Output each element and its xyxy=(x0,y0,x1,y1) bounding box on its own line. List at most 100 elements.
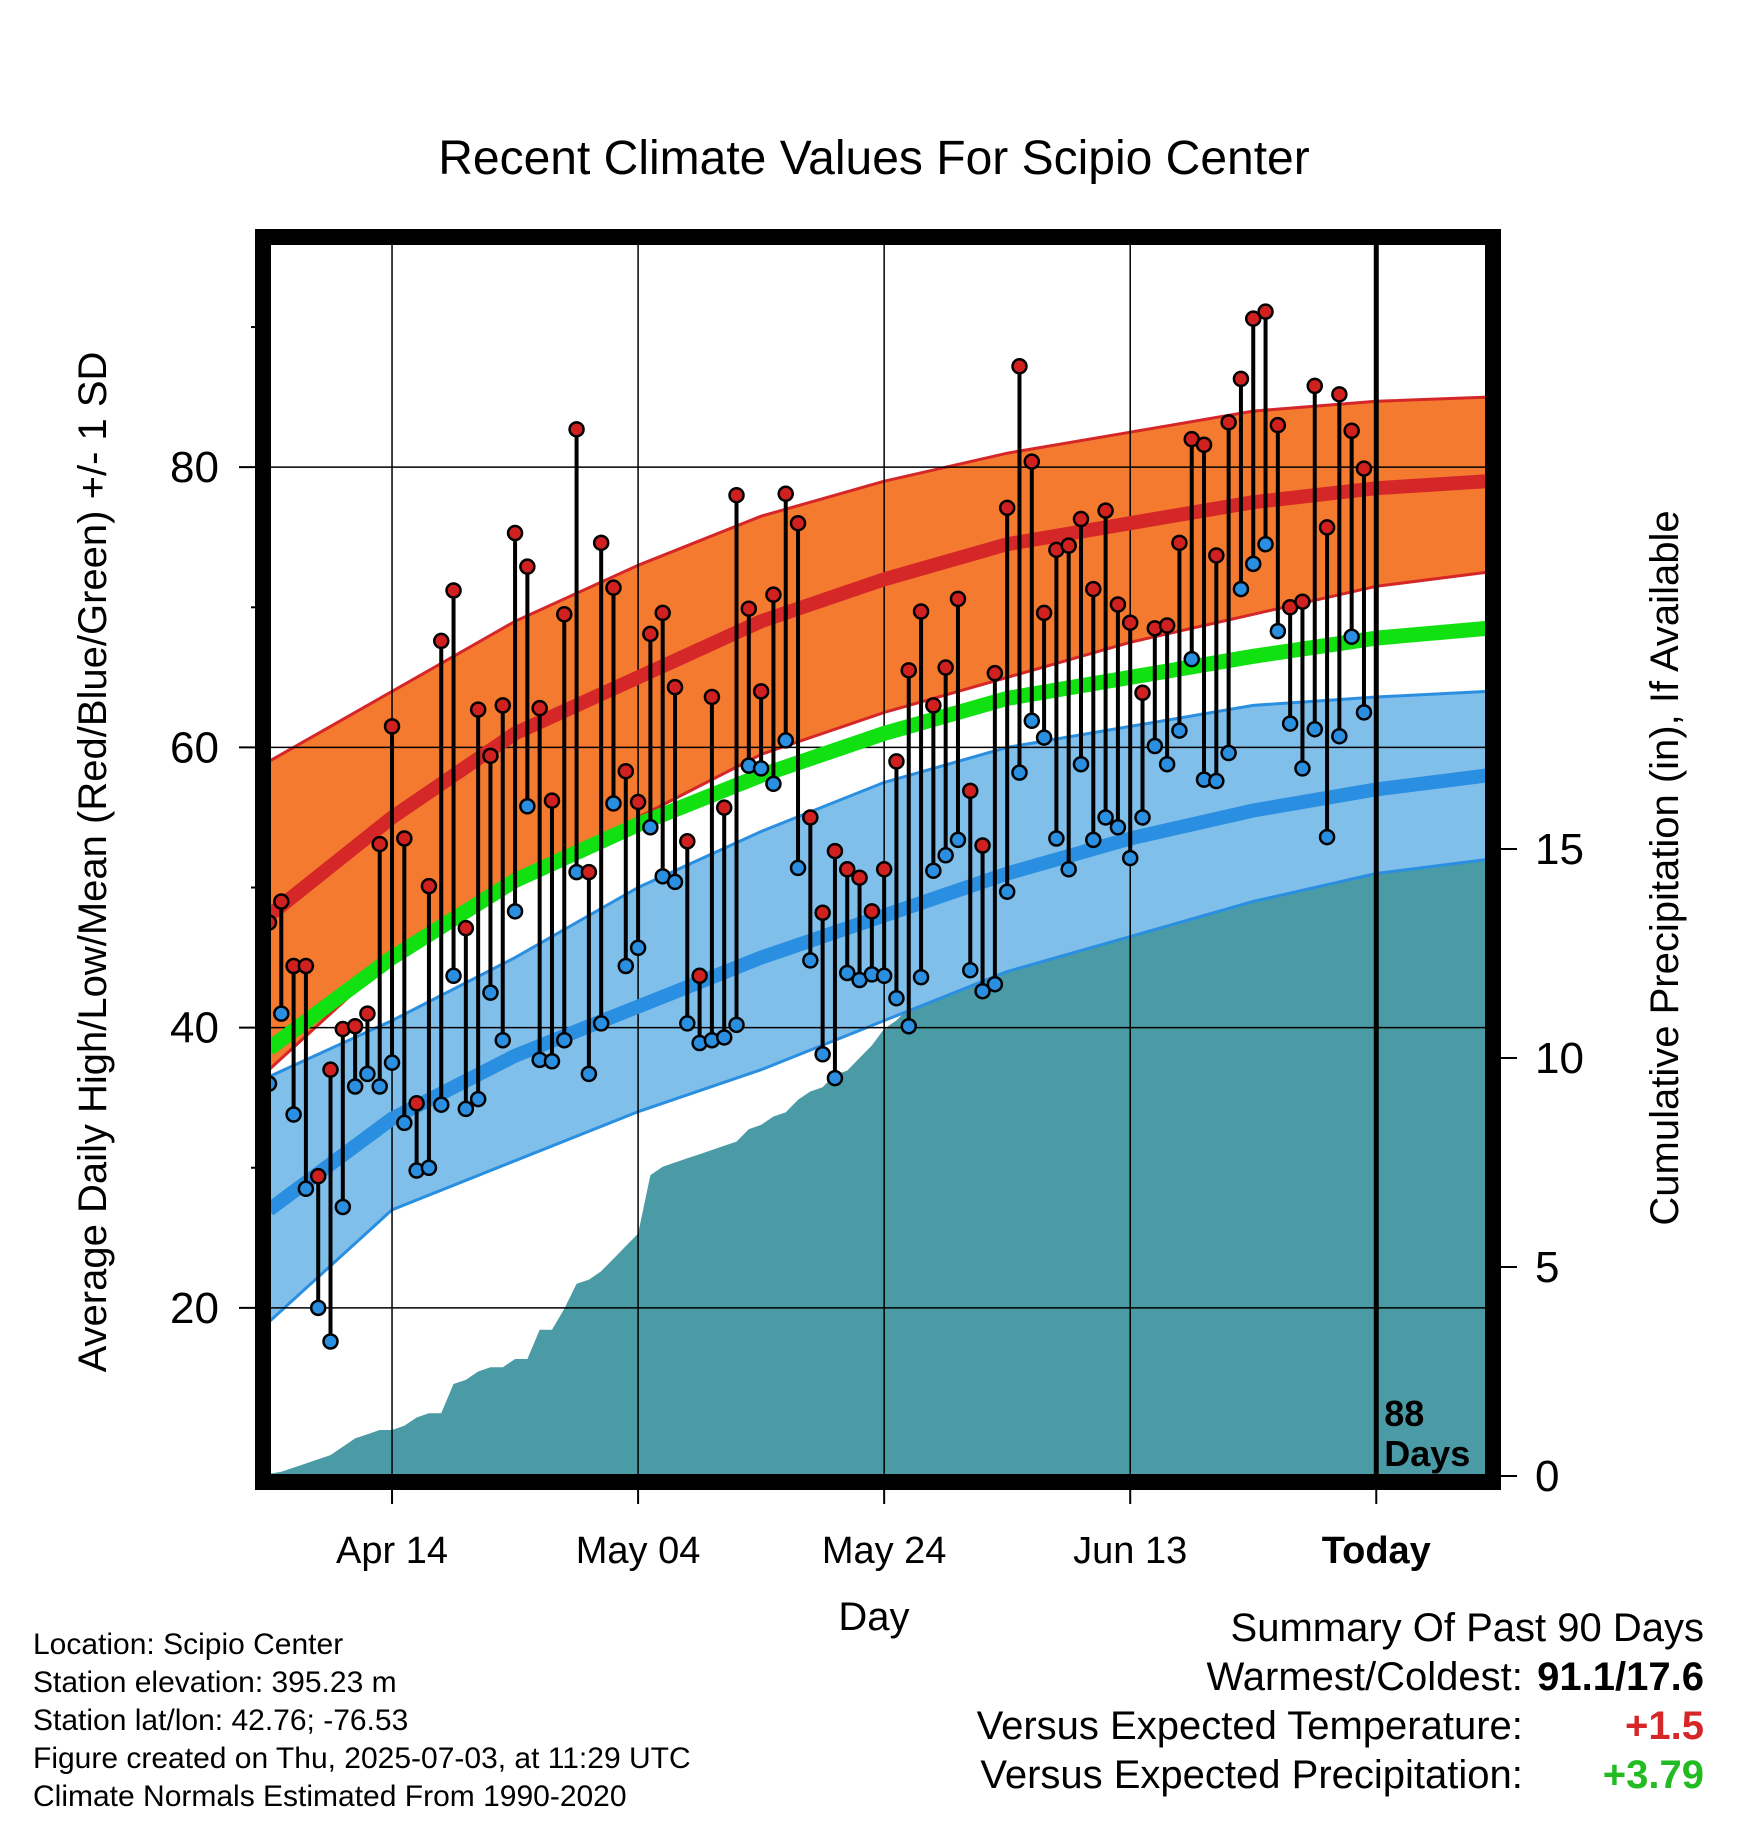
daily-high-point xyxy=(949,590,967,608)
daily-high-point xyxy=(691,967,708,985)
daily-high-point xyxy=(408,1095,425,1112)
daily-high-point xyxy=(826,842,844,860)
daily-high-point xyxy=(863,903,881,920)
daily-high-point xyxy=(1244,310,1262,327)
daily-low-point xyxy=(1355,704,1373,721)
daily-high-point xyxy=(900,662,918,679)
daily-low-point xyxy=(629,939,647,957)
x-tick-label: Apr 14 xyxy=(336,1530,448,1572)
daily-high-point xyxy=(1171,534,1188,552)
daily-high-point xyxy=(1343,422,1360,440)
daily-low-point xyxy=(1208,772,1225,790)
daily-high-point xyxy=(1023,453,1041,470)
daily-low-point xyxy=(888,989,905,1007)
daily-low-point xyxy=(1183,650,1200,668)
station-info: Location: Scipio Center Station elevatio… xyxy=(33,1626,691,1816)
daily-low-point xyxy=(1257,535,1274,553)
x-tick-label: May 24 xyxy=(822,1530,947,1572)
daily-low-point xyxy=(494,1031,512,1049)
daily-low-point xyxy=(1232,580,1250,598)
daily-low-point xyxy=(556,1031,573,1049)
daily-low-point xyxy=(912,968,930,986)
x-tick-label: May 04 xyxy=(576,1530,701,1572)
daily-high-point xyxy=(445,582,462,599)
daily-low-point xyxy=(1281,715,1299,732)
daily-low-point xyxy=(937,847,954,864)
daily-high-point xyxy=(802,809,819,826)
warmest-row: Warmest/Coldest: 91.1/17.6 xyxy=(977,1653,1705,1702)
daily-high-point xyxy=(1294,593,1311,610)
daily-low-point xyxy=(1343,628,1360,645)
daily-high-point xyxy=(752,683,770,700)
daily-high-point xyxy=(568,421,585,438)
daily-low-point xyxy=(605,795,622,812)
daily-low-point xyxy=(1294,760,1311,777)
daily-low-point xyxy=(777,732,794,749)
daily-low-point xyxy=(642,819,659,836)
daily-low-point xyxy=(900,1017,918,1035)
daily-low-point xyxy=(998,883,1016,900)
daily-low-point xyxy=(1023,712,1041,730)
daily-low-point xyxy=(371,1078,388,1095)
mean-normal-line xyxy=(269,620,1487,1055)
y-tick-label: 20 xyxy=(170,1284,219,1333)
daily-high-point xyxy=(1306,377,1324,395)
daily-low-point xyxy=(592,1015,610,1032)
daily-low-point xyxy=(715,1029,733,1046)
daily-high-point xyxy=(937,659,954,676)
daily-low-point xyxy=(1220,744,1237,762)
daily-high-point xyxy=(888,753,905,770)
y2-tick-label: 10 xyxy=(1535,1034,1584,1083)
daily-high-point xyxy=(297,957,315,975)
daily-high-point xyxy=(494,697,512,714)
plot-frame xyxy=(255,229,1501,1490)
daily-low-point xyxy=(469,1090,487,1108)
summary-panel: Summary Of Past 90 Days Warmest/Coldest:… xyxy=(977,1604,1704,1800)
daily-low-point xyxy=(1011,764,1028,781)
precip-value: +3.79 xyxy=(1602,1753,1704,1797)
warmest-label: Warmest/Coldest: xyxy=(1206,1655,1523,1699)
daily-high-point xyxy=(617,762,635,780)
daily-high-point xyxy=(543,792,561,809)
precip-label: Versus Expected Precipitation: xyxy=(980,1753,1523,1797)
daily-low-point xyxy=(826,1069,844,1087)
daily-high-point xyxy=(1158,617,1176,634)
x-tick-label: Jun 13 xyxy=(1073,1530,1187,1572)
daily-low-point xyxy=(679,1015,696,1032)
daily-low-point xyxy=(1097,809,1114,826)
daily-high-point xyxy=(875,861,893,878)
daily-low-point xyxy=(519,798,536,815)
latlon-text: Station lat/lon: 42.76; -76.53 xyxy=(33,1704,409,1737)
daily-low-point xyxy=(617,957,635,975)
daily-high-point xyxy=(1072,510,1090,528)
daily-high-point xyxy=(814,904,831,921)
daily-high-point xyxy=(309,1167,327,1185)
daily-high-point xyxy=(974,837,991,854)
daily-high-point xyxy=(789,514,807,532)
daily-low-point xyxy=(752,760,770,777)
daily-high-point xyxy=(715,799,733,816)
daily-high-point xyxy=(1035,604,1053,622)
daily-low-point xyxy=(1146,737,1164,755)
daily-high-point xyxy=(1060,537,1077,554)
daily-low-point xyxy=(814,1046,831,1063)
daily-high-point xyxy=(519,558,536,575)
daily-low-point xyxy=(322,1333,339,1350)
daily-high-point xyxy=(629,793,647,811)
daily-high-point xyxy=(371,835,388,853)
daily-low-point xyxy=(974,982,991,1000)
daily-high-point xyxy=(1355,460,1373,477)
y-tick-label: 40 xyxy=(170,1004,219,1053)
daily-high-point xyxy=(851,869,868,886)
daily-low-point xyxy=(1269,622,1287,640)
daily-low-point xyxy=(1331,727,1348,745)
daily-high-point xyxy=(1257,303,1274,320)
daily-observations xyxy=(269,303,1373,1350)
warmest-value: 91.1/17.6 xyxy=(1537,1655,1704,1699)
low-sd-band xyxy=(269,689,1487,1324)
daily-low-point xyxy=(1048,830,1065,847)
daily-high-point xyxy=(1232,370,1250,388)
daily-high-point xyxy=(998,499,1016,517)
y2-axis-label: Cumulative Precipitation (in), If Availa… xyxy=(1643,510,1687,1225)
